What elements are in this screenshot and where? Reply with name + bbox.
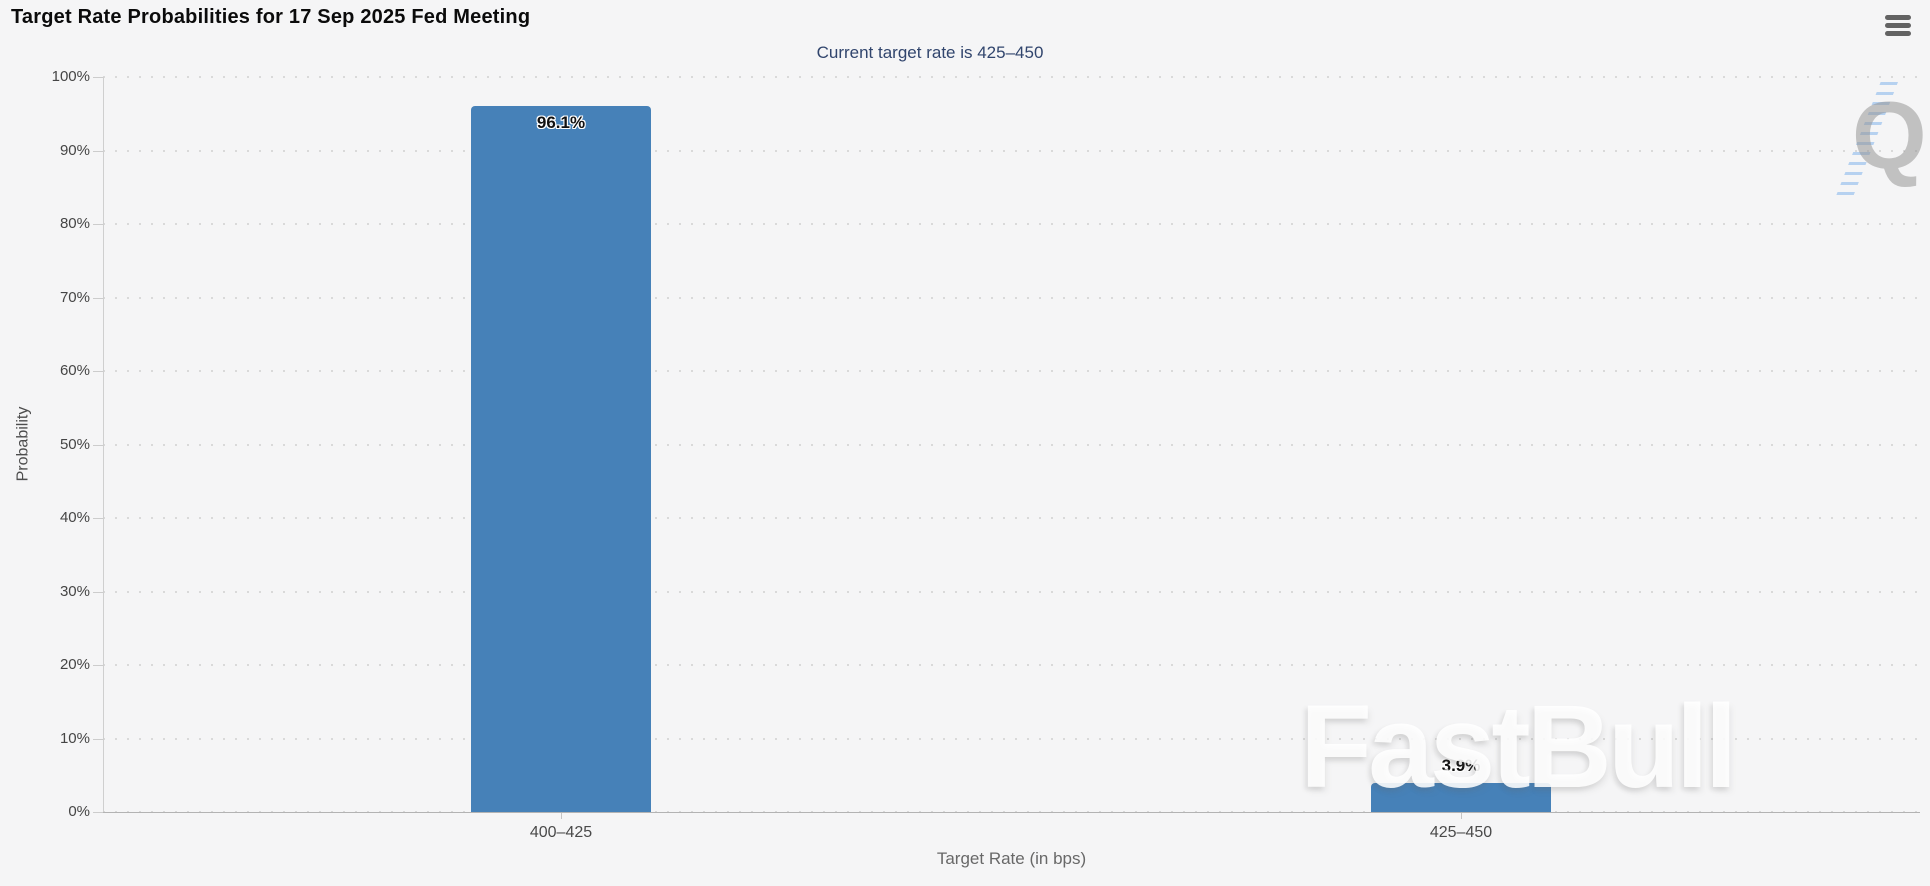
y-axis-tick-label: 50% [59,435,90,453]
y-axis-tick-label: 10% [59,729,90,747]
y-axis-tick-mark [93,444,103,446]
plot-area: 96.1% 3.9% [103,76,1920,813]
chart-title: Target Rate Probabilities for 17 Sep 202… [11,6,531,28]
y-axis-tick-label: 70% [59,288,90,306]
y-axis-tick-mark [93,812,103,813]
y-gridline [103,591,1920,593]
y-axis-tick-mark [93,77,103,78]
y-gridline [103,76,1920,78]
chart-context-menu-button[interactable] [1883,12,1913,38]
y-axis-tick-label: 40% [59,509,90,526]
y-axis-tick-mark [93,297,103,299]
hamburger-menu-icon [1885,14,1911,36]
y-axis-tick-label: 80% [59,215,90,232]
y-gridline [103,370,1920,372]
bar-value-label: 96.1% [536,112,586,132]
bar-425-450[interactable] [1371,783,1551,812]
y-axis-tick-mark [93,665,103,666]
y-gridline [103,297,1920,299]
y-axis-tick-mark [93,738,103,740]
y-gridline [103,150,1920,152]
y-axis-tick-label: 20% [59,656,90,673]
y-gridline [103,738,1920,740]
y-axis-tick-label: 90% [59,141,90,159]
bar-value-label: 3.9% [1441,756,1481,776]
chart-subtitle: Current target rate is 425–450 [816,43,1044,62]
y-gridline [103,517,1920,519]
y-axis-tick-label: 0% [68,803,90,820]
y-axis-tick-label: 30% [59,582,90,600]
y-axis-tick-mark [93,591,103,593]
y-axis-tick-label: 100% [51,68,90,85]
x-axis-title: Target Rate (in bps) [936,849,1087,868]
y-gridline [103,664,1920,666]
y-axis-tick-label: 60% [59,362,90,379]
y-gridline [103,223,1920,225]
y-axis-tick-mark [93,224,103,225]
y-axis-tick-mark [93,518,103,519]
y-axis-tick-mark [93,150,103,152]
y-gridline [103,444,1920,446]
y-axis-tick-mark [93,371,103,372]
x-axis-line [103,812,1920,813]
x-axis-tick-mark [561,813,562,819]
x-axis-category-label: 425–450 [1429,824,1493,841]
x-axis-category-label: 400–425 [529,824,593,841]
x-axis-tick-mark [1461,813,1462,819]
y-axis-line [103,77,104,813]
bar-400-425[interactable] [471,106,651,812]
